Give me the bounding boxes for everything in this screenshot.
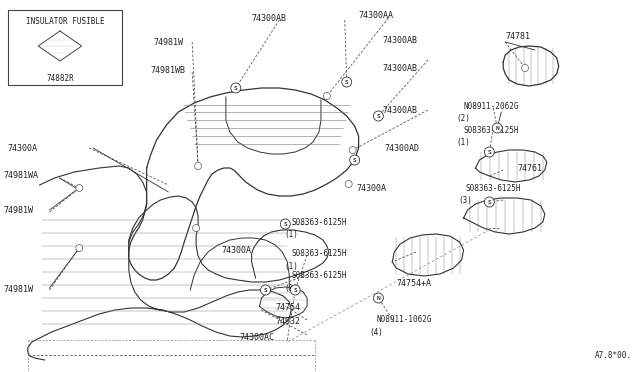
Circle shape [323, 93, 330, 99]
Text: 74300AB: 74300AB [252, 13, 287, 22]
Text: S: S [264, 288, 268, 292]
Text: S08363-6125H: S08363-6125H [463, 125, 519, 135]
Text: S08363-6125H: S08363-6125H [291, 218, 347, 227]
Text: 74300AB: 74300AB [382, 35, 417, 45]
Circle shape [342, 77, 351, 87]
Text: S: S [488, 150, 492, 154]
Text: N08911-1062G: N08911-1062G [376, 315, 432, 324]
Circle shape [345, 180, 352, 187]
Circle shape [484, 147, 494, 157]
Text: S08363-6125H: S08363-6125H [291, 272, 347, 280]
Text: 74300A: 74300A [8, 144, 38, 153]
Text: S: S [284, 221, 287, 227]
Circle shape [522, 64, 529, 71]
Circle shape [231, 83, 241, 93]
FancyBboxPatch shape [8, 10, 122, 85]
Text: S: S [376, 113, 380, 119]
Text: 74754+A: 74754+A [396, 279, 431, 289]
Text: 74300AD: 74300AD [385, 144, 419, 153]
Circle shape [374, 293, 383, 303]
Circle shape [280, 219, 291, 229]
Circle shape [195, 163, 202, 170]
Text: S08363-6125H: S08363-6125H [465, 183, 521, 192]
Circle shape [484, 197, 494, 207]
Text: (1): (1) [284, 230, 298, 238]
Text: S: S [353, 157, 356, 163]
Text: 74981WA: 74981WA [4, 170, 39, 180]
Text: S: S [345, 80, 349, 84]
Text: 74981W: 74981W [4, 205, 34, 215]
Circle shape [492, 123, 502, 133]
Text: N: N [376, 295, 380, 301]
Text: N: N [495, 125, 499, 131]
Text: 74300A: 74300A [356, 183, 387, 192]
Text: (1): (1) [284, 283, 298, 292]
Circle shape [76, 185, 83, 192]
Text: S: S [488, 199, 492, 205]
Text: 74981WB: 74981WB [150, 65, 186, 74]
Circle shape [374, 111, 383, 121]
Text: 74300AB: 74300AB [382, 106, 417, 115]
Text: 74781: 74781 [505, 32, 530, 41]
Text: (2): (2) [457, 113, 470, 122]
Text: S08363-6125H: S08363-6125H [291, 250, 347, 259]
Circle shape [260, 285, 271, 295]
Text: 74981W: 74981W [154, 38, 184, 46]
Circle shape [193, 224, 200, 231]
Text: A7.8*00.: A7.8*00. [595, 351, 632, 360]
Text: (1): (1) [284, 262, 298, 270]
Text: 74932: 74932 [275, 317, 300, 327]
Circle shape [349, 147, 356, 154]
Text: 74761: 74761 [517, 164, 542, 173]
Text: (4): (4) [369, 327, 383, 337]
Circle shape [349, 155, 360, 165]
Text: (1): (1) [457, 138, 470, 147]
Text: 74300AC: 74300AC [240, 334, 275, 343]
Text: 74300A: 74300A [222, 246, 252, 254]
Text: S: S [234, 86, 237, 90]
Text: 74754: 74754 [275, 304, 300, 312]
Text: 74300AA: 74300AA [358, 10, 394, 19]
Text: (3): (3) [459, 196, 472, 205]
Text: INSULATOR FUSIBLE: INSULATOR FUSIBLE [26, 16, 104, 26]
Circle shape [291, 285, 300, 295]
Circle shape [76, 244, 83, 251]
Text: 74981W: 74981W [4, 285, 34, 295]
Text: N08911-2062G: N08911-2062G [463, 102, 519, 110]
Text: 74882R: 74882R [46, 74, 74, 83]
Text: S: S [293, 288, 297, 292]
Text: 74300AB: 74300AB [382, 64, 417, 73]
